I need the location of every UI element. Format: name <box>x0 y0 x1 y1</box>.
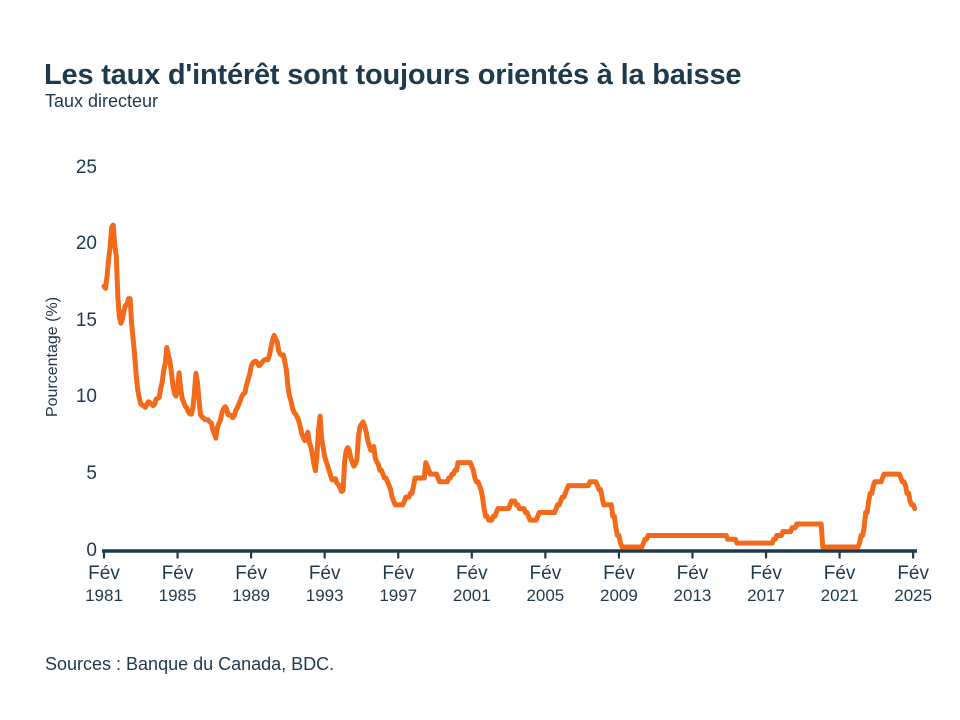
x-tick-year: 2017 <box>747 586 785 605</box>
x-tick-label-2021: Fév 2021 <box>802 563 878 607</box>
y-tick-label-5: 5 <box>86 463 97 485</box>
x-tick-month: Fév <box>676 563 709 584</box>
x-tick-year: 1989 <box>232 586 271 605</box>
x-tick-label-1981: Fév 1981 <box>66 563 142 607</box>
x-tick-label-2025: Fév 2025 <box>875 563 951 607</box>
x-tick-year: 2025 <box>894 586 933 605</box>
x-tick-year: 2005 <box>526 586 565 605</box>
x-tick-month: Fév <box>382 563 415 584</box>
x-tick-year: 1997 <box>379 586 418 605</box>
x-tick-label-2009: Fév 2009 <box>581 563 657 607</box>
x-tick-label-1985: Fév 1985 <box>140 563 216 607</box>
x-tick-year: 2009 <box>599 586 638 605</box>
x-tick-label-2013: Fév 2013 <box>654 563 730 607</box>
x-tick-label-2001: Fév 2001 <box>434 563 510 607</box>
x-tick-year: 1993 <box>305 586 344 605</box>
x-tick-label-1993: Fév 1993 <box>287 563 363 607</box>
x-tick-month: Fév <box>455 563 488 584</box>
y-tick-label-20: 20 <box>75 233 97 255</box>
x-tick-month: Fév <box>235 563 267 584</box>
x-tick-month: Fév <box>823 563 856 584</box>
y-axis-title: Pourcentage (%) <box>44 296 61 418</box>
x-tick-label-2005: Fév 2005 <box>507 563 583 607</box>
x-tick-label-1989: Fév 1989 <box>213 563 289 607</box>
x-tick-year: 1985 <box>158 586 197 605</box>
x-tick-month: Fév <box>603 563 635 584</box>
x-tick-label-1997: Fév 1997 <box>360 563 436 607</box>
x-tick-year: 1981 <box>85 586 123 605</box>
x-tick-year: 2021 <box>820 586 859 605</box>
y-tick-label-25: 25 <box>75 156 97 178</box>
x-tick-year: 2001 <box>452 586 491 605</box>
x-tick-year: 2013 <box>673 586 712 605</box>
y-tick-label-10: 10 <box>75 386 97 408</box>
page-title: Les taux d'intérêt sont toujours orienté… <box>44 59 742 92</box>
y-tick-label-15: 15 <box>75 309 97 331</box>
x-tick-month: Fév <box>88 563 120 584</box>
x-tick-month: Fév <box>750 563 782 584</box>
x-tick-month: Fév <box>161 563 194 584</box>
policy-rate-line <box>101 222 918 550</box>
x-tick-label-2017: Fév 2017 <box>728 563 804 607</box>
x-tick-month: Fév <box>308 563 341 584</box>
y-tick-label-0: 0 <box>86 539 97 561</box>
source-note: Sources : Banque du Canada, BDC. <box>45 654 335 674</box>
x-axis-ticks <box>102 551 915 559</box>
x-tick-month: Fév <box>529 563 562 584</box>
x-tick-month: Fév <box>897 563 929 584</box>
chart-subtitle: Taux directeur <box>45 91 159 111</box>
